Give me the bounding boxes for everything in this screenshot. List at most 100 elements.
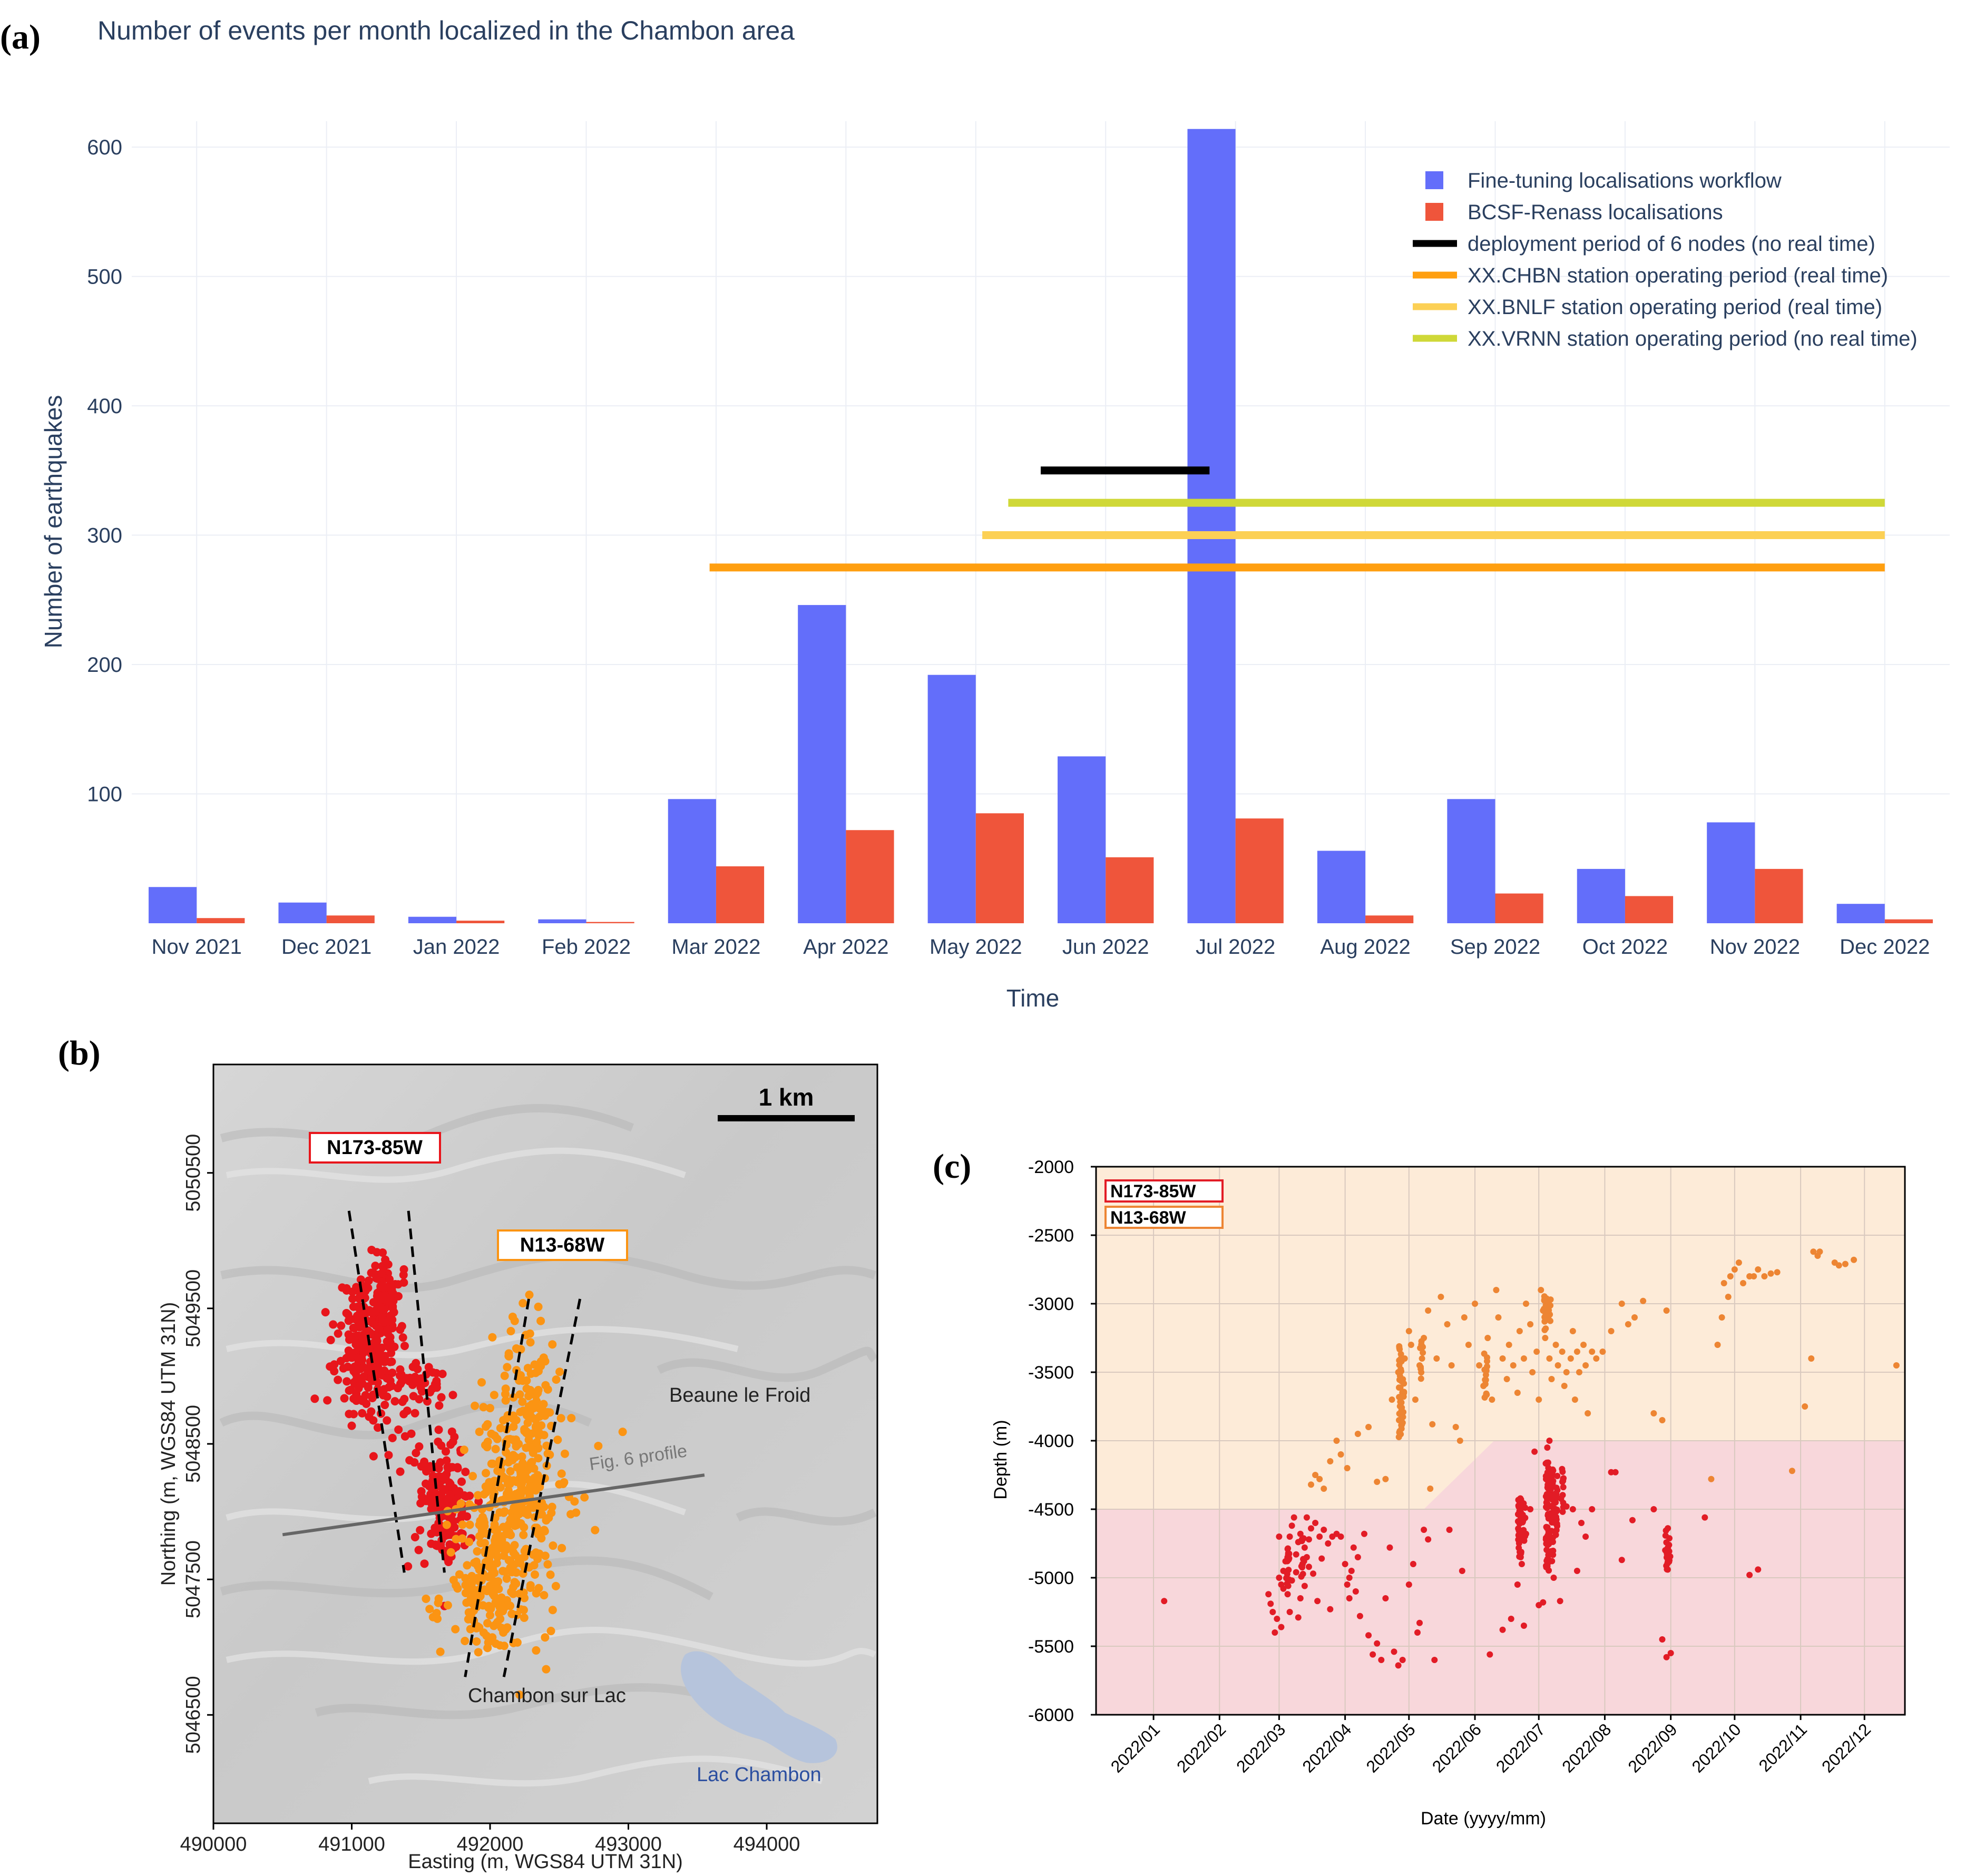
event-dot-red xyxy=(1290,1514,1297,1521)
event-dot-red xyxy=(1666,1535,1673,1542)
event-dot-red xyxy=(1305,1564,1312,1570)
event-dot-orange xyxy=(1503,1376,1510,1382)
event-dot-orange xyxy=(529,1449,537,1458)
event-dot-red xyxy=(434,1425,443,1434)
event-dot-orange xyxy=(1429,1421,1436,1428)
event-dot-orange xyxy=(548,1340,557,1349)
event-dot-orange xyxy=(543,1449,552,1458)
event-dot-red xyxy=(1547,1486,1554,1493)
event-dot-orange xyxy=(482,1631,491,1640)
x-tick-label: Nov 2021 xyxy=(152,935,242,959)
event-dot-red xyxy=(1276,1575,1283,1581)
event-dot-orange xyxy=(1327,1458,1334,1464)
x-tick-label: 2022/01 xyxy=(1107,1719,1164,1776)
event-dot-orange xyxy=(555,1480,564,1489)
x-tick-label: 2022/09 xyxy=(1624,1719,1680,1776)
bar-fine-tuning xyxy=(1187,129,1236,924)
event-dot-red xyxy=(1552,1531,1559,1538)
event-dot-red xyxy=(1431,1657,1438,1663)
event-dot-red xyxy=(1314,1598,1321,1605)
event-dot-orange xyxy=(461,1636,470,1645)
bar-bcsf-renass xyxy=(1495,893,1543,923)
event-dot-orange xyxy=(1481,1350,1488,1357)
event-dot-red xyxy=(1559,1492,1566,1499)
bar-fine-tuning xyxy=(408,916,457,923)
event-dot-red xyxy=(345,1350,354,1359)
event-dot-red xyxy=(1518,1561,1525,1567)
chart-c-legend: N173-85W N13-68W xyxy=(1104,1179,1224,1229)
event-dot-red xyxy=(1301,1582,1308,1589)
event-dot-red xyxy=(420,1559,429,1568)
x-tick-label: Jun 2022 xyxy=(1062,935,1149,959)
event-dot-orange xyxy=(511,1453,520,1462)
event-dot-orange xyxy=(480,1539,489,1548)
event-dot-orange xyxy=(1400,1413,1406,1420)
event-dot-red xyxy=(394,1280,403,1289)
event-dot-orange xyxy=(519,1376,527,1385)
bar-fine-tuning xyxy=(798,605,846,923)
event-dot-orange xyxy=(425,1605,434,1614)
event-dot-orange xyxy=(1740,1280,1746,1286)
bar-bcsf-renass xyxy=(1235,818,1284,923)
event-dot-orange xyxy=(1541,1305,1548,1312)
event-dot-red xyxy=(1487,1651,1493,1658)
event-dot-red xyxy=(438,1473,447,1482)
event-dot-red xyxy=(461,1468,470,1477)
event-dot-orange xyxy=(480,1522,489,1531)
event-dot-orange xyxy=(482,1488,491,1497)
event-dot-orange xyxy=(516,1488,525,1497)
event-dot-red xyxy=(1284,1554,1291,1561)
event-dot-orange xyxy=(467,1610,476,1619)
x-tick-label: Jul 2022 xyxy=(1196,935,1275,959)
event-dot-orange xyxy=(1547,1302,1554,1309)
event-dot-red xyxy=(1746,1571,1753,1578)
event-dot-orange xyxy=(541,1551,550,1560)
event-dot-orange xyxy=(520,1523,529,1532)
event-dot-orange xyxy=(1893,1362,1900,1369)
event-dot-red xyxy=(1553,1484,1560,1491)
event-dot-red xyxy=(388,1302,397,1311)
event-dot-red xyxy=(408,1362,417,1371)
y-tick-label: 300 xyxy=(87,524,122,548)
event-dot-red xyxy=(427,1504,436,1513)
event-dot-red xyxy=(410,1458,419,1467)
y-tick-label: -6000 xyxy=(1028,1705,1074,1725)
event-dot-red xyxy=(1559,1508,1566,1515)
map-b-x-axis-label: Easting (m, WGS84 UTM 31N) xyxy=(408,1851,683,1873)
event-dot-orange xyxy=(1398,1368,1405,1375)
event-dot-red xyxy=(1557,1598,1563,1605)
event-dot-red xyxy=(410,1533,419,1542)
event-dot-orange xyxy=(1333,1438,1340,1444)
event-dot-orange xyxy=(523,1418,532,1427)
bar-fine-tuning xyxy=(668,799,716,923)
event-dot-orange xyxy=(436,1647,445,1656)
x-tick-label: Jan 2022 xyxy=(413,935,500,959)
event-dot-red xyxy=(1548,1528,1555,1535)
event-dot-orange xyxy=(1631,1314,1638,1321)
event-dot-orange xyxy=(1316,1476,1323,1482)
event-dot-red xyxy=(339,1364,348,1373)
x-tick-label: 2022/07 xyxy=(1492,1719,1549,1776)
event-dot-orange xyxy=(501,1396,510,1405)
event-dot-red xyxy=(1520,1527,1527,1533)
event-dot-orange xyxy=(1419,1355,1425,1362)
event-dot-orange xyxy=(484,1601,493,1610)
event-dot-orange xyxy=(491,1444,500,1453)
event-dot-orange xyxy=(533,1477,542,1486)
event-dot-orange xyxy=(1516,1328,1523,1334)
event-dot-orange xyxy=(517,1506,526,1515)
event-dot-red xyxy=(348,1294,357,1303)
event-dot-orange xyxy=(458,1534,467,1543)
event-dot-orange xyxy=(451,1625,460,1634)
event-dot-orange xyxy=(473,1547,482,1556)
event-dot-red xyxy=(1293,1551,1299,1558)
event-dot-orange xyxy=(522,1384,531,1393)
y-tick-label: -5000 xyxy=(1028,1568,1074,1588)
event-dot-orange xyxy=(1640,1297,1647,1304)
fault-box-red: N173-85W xyxy=(309,1132,441,1164)
event-dot-red xyxy=(415,1442,424,1451)
event-dot-orange xyxy=(515,1390,524,1399)
event-dot-orange xyxy=(463,1561,472,1570)
event-dot-orange xyxy=(1499,1355,1506,1362)
chart-c-event-points xyxy=(1161,1248,1900,1669)
